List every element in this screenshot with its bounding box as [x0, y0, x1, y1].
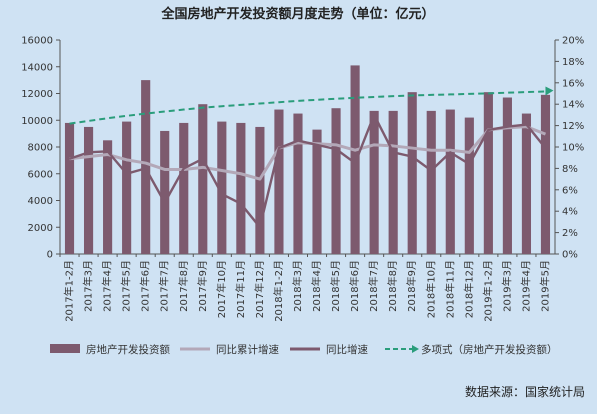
trendline-polynomial	[69, 90, 546, 125]
x-axis-tick-label: 2017年5月	[120, 260, 133, 312]
bar-investment	[179, 122, 189, 254]
right-axis-tick-label: 6%	[562, 185, 578, 196]
bar-investment	[445, 109, 455, 254]
right-axis-tick-label: 18%	[562, 57, 584, 68]
x-axis-tick-label: 2018年12月	[462, 260, 475, 318]
bar-investment	[64, 122, 75, 254]
left-axis-tick-label: 6000	[28, 169, 53, 180]
right-axis-tick-label: 12%	[562, 121, 584, 132]
legend-item-yoy-growth: 同比增速	[290, 343, 368, 356]
legend-label: 同比累计增速	[216, 343, 279, 356]
x-axis-tick-label: 2019年1-2月	[481, 260, 494, 322]
x-axis-tick-label: 2018年4月	[310, 260, 323, 312]
legend-item-trendline: 多项式（房地产开发投资额）	[385, 343, 558, 356]
bar-investment	[160, 130, 170, 254]
left-axis-tick-label: 10000	[21, 116, 53, 127]
legend-item-investment: 房地产开发投资额	[50, 343, 170, 356]
x-axis-tick-label: 2017年1-2月	[63, 260, 76, 322]
legend-label: 多项式（房地产开发投资额）	[421, 343, 558, 356]
bar-investment	[83, 126, 94, 254]
legend-swatch	[50, 344, 80, 353]
x-axis-tick-label: 2019年4月	[519, 260, 532, 312]
bar-investment	[350, 65, 360, 254]
x-axis-tick-label: 2017年9月	[196, 260, 209, 312]
legend-label: 房地产开发投资额	[86, 343, 170, 356]
legend-label: 同比增速	[326, 343, 368, 356]
x-axis-tick-label: 2017年6月	[139, 260, 152, 312]
left-axis-tick-label: 2000	[28, 223, 53, 234]
x-axis-tick-label: 2017年10月	[215, 260, 228, 318]
left-axis-tick-label: 8000	[28, 143, 53, 154]
x-axis-tick-label: 2017年3月	[82, 260, 95, 312]
bar-investment	[217, 121, 227, 255]
bar-investment	[464, 117, 474, 254]
legend-item-cumulative-growth: 同比累计增速	[180, 343, 279, 356]
data-source-note: 数据来源：国家统计局	[465, 384, 585, 399]
right-axis-tick-label: 20%	[562, 36, 584, 47]
x-axis-tick-label: 2017年12月	[253, 260, 266, 318]
plot-area: 0 2000 4000 6000 8000 10000 12000 14000 16000 0% 2…	[21, 36, 584, 322]
left-axis-tick-label: 12000	[21, 89, 53, 100]
bar-investment	[198, 104, 208, 254]
right-axis-tick-label: 14%	[562, 100, 584, 111]
x-axis-tick-label: 2017年4月	[101, 260, 114, 312]
bar-investment	[122, 121, 132, 255]
x-axis-tick-label: 2017年11月	[234, 260, 247, 318]
chart-legend: 房地产开发投资额 同比累计增速 同比增速 多项式（房地产开发投资额）	[50, 343, 558, 356]
bar-investment	[236, 122, 246, 254]
bar-investment	[255, 126, 265, 254]
right-axis-tick-label: 10%	[562, 143, 584, 154]
x-axis-tick-label: 2018年11月	[443, 260, 456, 318]
x-axis-tick-label: 2018年9月	[405, 260, 418, 312]
bar-investment	[369, 110, 379, 254]
bar-investment	[103, 140, 113, 254]
bar-investment	[407, 92, 417, 254]
bar-investment	[312, 129, 322, 254]
bar-investment	[293, 113, 303, 254]
right-axis-tick-label: 0%	[562, 250, 578, 261]
trendline-arrowhead	[545, 86, 554, 96]
right-axis-tick-label: 8%	[562, 164, 578, 175]
right-axis-tick-label: 2%	[562, 228, 578, 239]
bar-investment	[274, 109, 284, 254]
left-axis-tick-label: 4000	[28, 196, 53, 207]
x-axis-tick-label: 2019年5月	[538, 260, 551, 312]
left-axis-tick-label: 14000	[21, 62, 53, 73]
x-axis-tick-label: 2019年3月	[500, 260, 513, 312]
right-axis-tick-label: 4%	[562, 207, 578, 218]
x-axis-tick-label: 2018年8月	[386, 260, 399, 312]
line-yoy-growth	[69, 113, 547, 229]
x-axis-tick-label: 2017年8月	[177, 260, 190, 312]
bar-investment	[521, 113, 532, 254]
bar-investment	[483, 92, 493, 254]
legend-swatch-arrow	[412, 345, 419, 353]
x-axis-tick-label: 2018年5月	[329, 260, 342, 312]
bar-investment	[540, 94, 551, 255]
bar-investment	[141, 80, 151, 254]
line-cumulative-growth	[69, 125, 547, 181]
bar-investment	[426, 110, 436, 254]
left-axis-tick-label: 16000	[21, 36, 53, 47]
x-axis-tick-label: 2018年7月	[367, 260, 380, 312]
bar-investment	[388, 110, 398, 254]
x-axis-tick-label: 2018年1-2月	[272, 260, 285, 322]
bar-investment	[331, 108, 341, 255]
left-axis-tick-label: 0	[47, 250, 53, 261]
x-axis-tick-label: 2018年6月	[348, 260, 361, 312]
x-axis-tick-label: 2017年7月	[158, 260, 171, 312]
bar-investment	[502, 97, 512, 254]
chart-title: 全国房地产开发投资额月度走势（单位：亿元）	[160, 6, 434, 22]
x-axis-tick-label: 2018年3月	[291, 260, 304, 312]
right-axis-tick-label: 16%	[562, 78, 584, 89]
x-axis-tick-label: 2018年10月	[424, 260, 437, 318]
